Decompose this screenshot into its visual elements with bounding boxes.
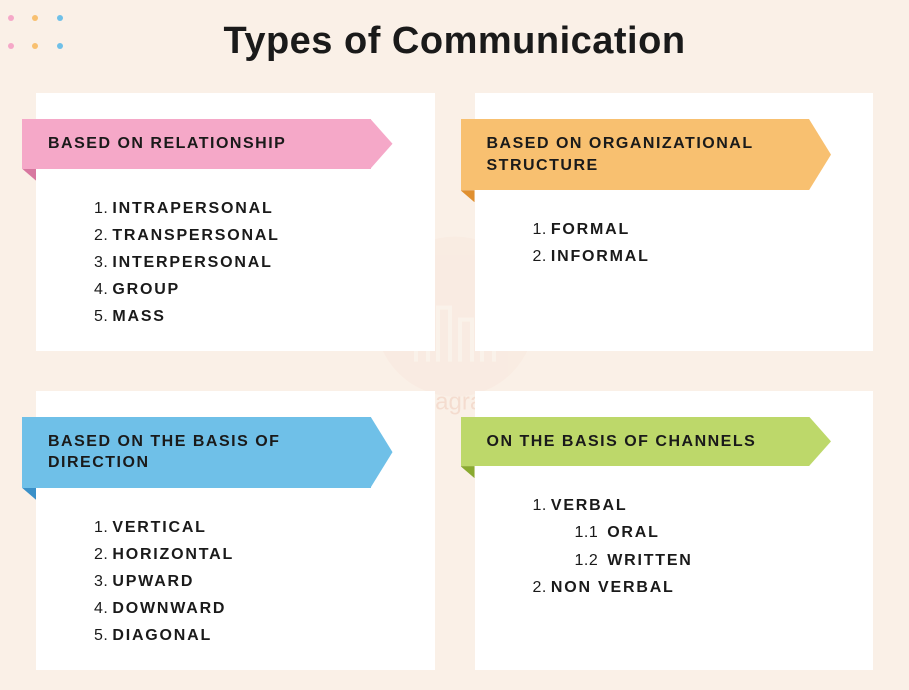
list-item-text: HORIZONTAL xyxy=(112,546,234,563)
card-header-ribbon: ON THE BASIS OF CHANNELS xyxy=(461,417,810,467)
list-item: 2.INFORMAL xyxy=(533,243,854,270)
list-item-text: WRITTEN xyxy=(607,552,692,569)
dot xyxy=(8,43,14,49)
card: BASED ON RELATIONSHIP1.INTRAPERSONAL2.TR… xyxy=(36,93,435,351)
list-item-number: 1. xyxy=(94,519,108,536)
list-item-text: TRANSPERSONAL xyxy=(112,227,279,244)
list-item-number: 4. xyxy=(94,281,108,298)
list-item-number: 2. xyxy=(533,579,547,596)
list-item: 4.GROUP xyxy=(94,276,415,303)
list-item-text: INFORMAL xyxy=(551,248,650,265)
dot xyxy=(32,43,38,49)
list-item-number: 5. xyxy=(94,627,108,644)
list-item-number: 2. xyxy=(533,248,547,265)
list-item-text: GROUP xyxy=(112,281,180,298)
list-item-text: UPWARD xyxy=(112,573,194,590)
list-item-number: 1.1 xyxy=(575,524,604,541)
list-item-text: NON VERBAL xyxy=(551,579,675,596)
list-item-text: FORMAL xyxy=(551,221,630,238)
list-item-number: 4. xyxy=(94,600,108,617)
card-header-ribbon: BASED ON THE BASIS OF DIRECTION xyxy=(22,417,371,488)
list-item: 2.TRANSPERSONAL xyxy=(94,222,415,249)
dot xyxy=(57,15,63,21)
list-item: 5.DIAGONAL xyxy=(94,622,415,649)
card-list: 1.VERBAL1.1 ORAL1.2 WRITTEN2.NON VERBAL xyxy=(475,466,874,601)
list-item-text: INTRAPERSONAL xyxy=(112,200,273,217)
list-item: 2.NON VERBAL xyxy=(533,574,854,601)
list-item: 1.2 WRITTEN xyxy=(575,547,854,574)
list-item-text: VERBAL xyxy=(551,497,628,514)
dot xyxy=(8,15,14,21)
sublist: 1.1 ORAL1.2 WRITTEN xyxy=(533,519,854,573)
list-item: 1.INTRAPERSONAL xyxy=(94,195,415,222)
list-item-number: 2. xyxy=(94,546,108,563)
list-item: 4.DOWNWARD xyxy=(94,595,415,622)
list-item-text: INTERPERSONAL xyxy=(112,254,272,271)
list-item: 1.FORMAL xyxy=(533,216,854,243)
list-item-text: VERTICAL xyxy=(112,519,206,536)
list-item-text: DIAGONAL xyxy=(112,627,212,644)
list-item: 1.VERBAL xyxy=(533,492,854,519)
list-item-text: DOWNWARD xyxy=(112,600,226,617)
page-title: Types of Communication xyxy=(0,0,909,63)
card-list: 1.VERTICAL2.HORIZONTAL3.UPWARD4.DOWNWARD… xyxy=(36,488,435,650)
card: BASED ON THE BASIS OF DIRECTION1.VERTICA… xyxy=(36,391,435,670)
card-header-ribbon: BASED ON RELATIONSHIP xyxy=(22,119,371,169)
list-item-number: 1.2 xyxy=(575,552,604,569)
card-list: 1.FORMAL2.INFORMAL xyxy=(475,190,874,270)
list-item: 2.HORIZONTAL xyxy=(94,541,415,568)
card-list: 1.INTRAPERSONAL2.TRANSPERSONAL3.INTERPER… xyxy=(36,169,435,331)
list-item: 1.1 ORAL xyxy=(575,519,854,546)
list-item-text: ORAL xyxy=(607,524,660,541)
list-item: 1.VERTICAL xyxy=(94,514,415,541)
card: BASED ON ORGANIZATIONAL STRUCTURE1.FORMA… xyxy=(475,93,874,351)
decorative-dots xyxy=(8,8,77,64)
list-item-text: MASS xyxy=(112,308,165,325)
card-header-ribbon: BASED ON ORGANIZATIONAL STRUCTURE xyxy=(461,119,810,190)
list-item-number: 1. xyxy=(94,200,108,217)
list-item-number: 3. xyxy=(94,573,108,590)
cards-grid: BASED ON RELATIONSHIP1.INTRAPERSONAL2.TR… xyxy=(0,63,909,690)
list-item-number: 3. xyxy=(94,254,108,271)
list-item-number: 1. xyxy=(533,221,547,238)
card: ON THE BASIS OF CHANNELS1.VERBAL1.1 ORAL… xyxy=(475,391,874,670)
list-item: 3.UPWARD xyxy=(94,568,415,595)
list-item-number: 5. xyxy=(94,308,108,325)
list-item-number: 1. xyxy=(533,497,547,514)
dot xyxy=(32,15,38,21)
list-item: 5.MASS xyxy=(94,303,415,330)
list-item: 3.INTERPERSONAL xyxy=(94,249,415,276)
dot xyxy=(57,43,63,49)
list-item-number: 2. xyxy=(94,227,108,244)
